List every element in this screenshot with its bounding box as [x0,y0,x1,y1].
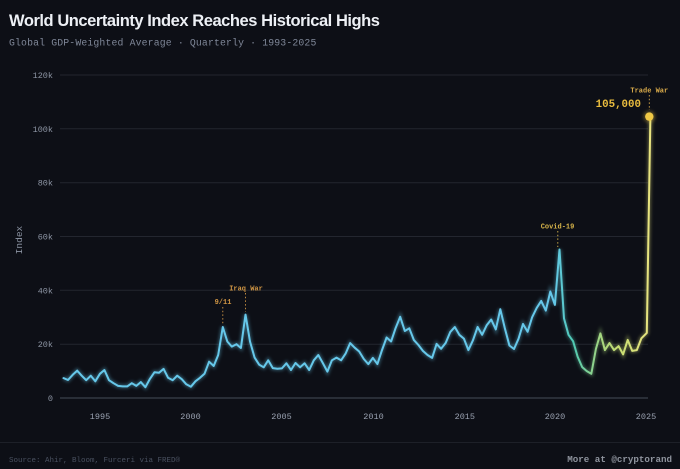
svg-text:Global GDP-Weighted Average ·: Global GDP-Weighted Average · Quarterly … [9,38,316,49]
svg-text:Iraq War: Iraq War [229,286,263,294]
svg-text:105,000: 105,000 [596,99,641,111]
svg-text:40k: 40k [38,286,53,296]
svg-text:9/11: 9/11 [215,299,232,307]
svg-text:100k: 100k [33,125,53,135]
svg-text:80k: 80k [38,179,53,189]
svg-text:Index: Index [14,225,25,254]
svg-text:2005: 2005 [271,412,291,422]
svg-text:20k: 20k [38,340,53,350]
svg-text:1995: 1995 [90,412,110,422]
svg-text:0: 0 [48,394,53,404]
svg-text:2020: 2020 [545,412,565,422]
svg-text:2010: 2010 [363,412,383,422]
svg-text:2015: 2015 [455,412,475,422]
svg-text:2025: 2025 [636,412,656,422]
svg-text:120k: 120k [33,71,53,81]
svg-text:Trade War: Trade War [630,88,668,96]
svg-text:World Uncertainty Index Reache: World Uncertainty Index Reaches Historic… [9,12,380,30]
svg-text:Covid-19: Covid-19 [541,224,575,232]
svg-text:More at @cryptorand: More at @cryptorand [567,454,672,465]
svg-text:60k: 60k [38,233,53,243]
svg-text:2000: 2000 [180,412,200,422]
svg-text:Source: Ahir, Bloom, Furceri v: Source: Ahir, Bloom, Furceri via FRED® [9,456,181,465]
